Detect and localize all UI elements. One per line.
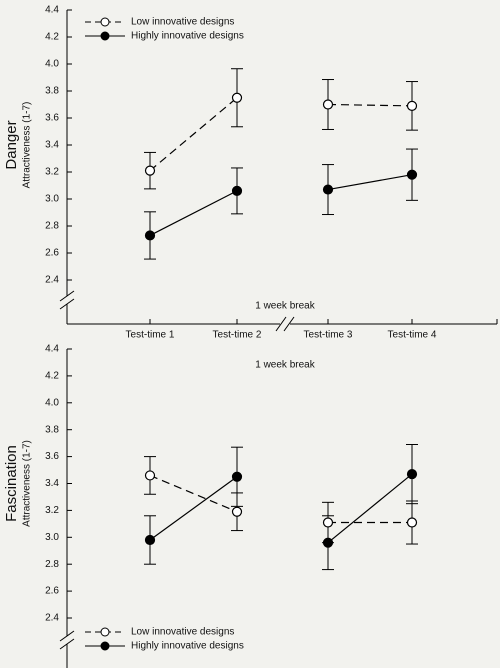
point	[406, 100, 418, 111]
point	[231, 506, 243, 517]
legend-marker	[100, 641, 110, 651]
y-tick-label: 4.0	[45, 59, 59, 70]
annotation: 1 week break	[255, 301, 315, 312]
point	[144, 534, 156, 546]
y-axis-label: Attractiveness (1-7)	[22, 102, 33, 189]
y-tick-label: 2.8	[45, 221, 59, 232]
point	[231, 92, 243, 103]
point	[144, 230, 156, 241]
y-tick-label: 3.4	[45, 140, 59, 151]
y-tick-label: 3.0	[45, 532, 59, 543]
point	[406, 517, 418, 528]
series-line	[327, 103, 413, 107]
y-tick-label: 4.4	[45, 344, 59, 355]
y-tick-label: 2.8	[45, 559, 59, 570]
axis-break	[59, 630, 75, 642]
legend-label: Highly innovative designs	[131, 31, 244, 42]
series-line	[149, 97, 238, 172]
y-tick-label: 2.4	[45, 613, 59, 624]
y-tick-label: 4.0	[45, 397, 59, 408]
series-line	[149, 474, 238, 513]
series-line	[149, 190, 238, 236]
point	[322, 517, 334, 528]
y-tick-label: 3.6	[45, 451, 59, 462]
series-line	[327, 174, 413, 191]
series-line	[327, 473, 413, 544]
panel-title: Danger	[3, 120, 20, 169]
y-tick-label: 3.0	[45, 194, 59, 205]
legend-label: Low innovative designs	[131, 627, 234, 638]
y-tick-label: 4.2	[45, 371, 59, 382]
point	[322, 537, 334, 548]
point	[406, 468, 418, 480]
x-tick-label: Test-time 2	[213, 330, 262, 341]
axis-break	[283, 316, 295, 332]
x-tick-label: Test-time 4	[388, 330, 437, 341]
point	[231, 185, 243, 196]
y-tick-label: 3.6	[45, 113, 59, 124]
point	[322, 184, 334, 195]
y-tick-label: 2.4	[45, 275, 59, 286]
y-tick-label: 3.8	[45, 86, 59, 97]
legend-label: Low innovative designs	[131, 17, 234, 28]
axis-break	[59, 290, 75, 302]
y-tick-label: 3.4	[45, 478, 59, 489]
legend-marker	[100, 31, 110, 41]
point	[322, 99, 334, 110]
x-tick-label: Test-time 3	[304, 330, 353, 341]
series-line	[149, 476, 238, 541]
legend-marker	[100, 627, 110, 637]
axis-break	[59, 298, 75, 310]
y-tick-label: 3.8	[45, 424, 59, 435]
y-tick-label: 4.4	[45, 5, 59, 16]
point	[144, 165, 156, 176]
y-tick-label: 3.2	[45, 167, 59, 178]
point	[144, 470, 156, 481]
axis-break	[275, 316, 287, 332]
axis-break	[59, 638, 75, 650]
y-tick-label: 2.6	[45, 248, 59, 259]
legend-label: Highly innovative designs	[131, 641, 244, 652]
y-tick-label: 2.6	[45, 586, 59, 597]
point	[231, 471, 243, 482]
y-axis-label: Attractiveness (1-7)	[22, 440, 33, 527]
x-tick-label: Test-time 1	[126, 330, 175, 341]
annotation: 1 week break	[255, 360, 315, 371]
panel-title: Fascination	[3, 445, 20, 522]
y-tick-label: 4.2	[45, 32, 59, 43]
point	[406, 169, 418, 180]
y-tick-label: 3.2	[45, 505, 59, 516]
legend-marker	[100, 17, 110, 27]
